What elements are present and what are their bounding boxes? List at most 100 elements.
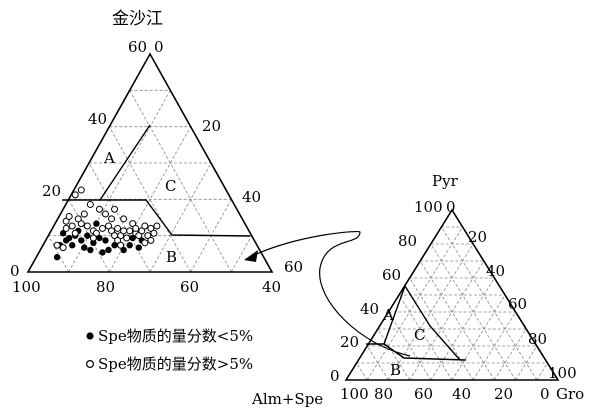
legend: Spe物质的量分数<5% Spe物质的量分数>5% (85, 327, 253, 373)
filled-data-point (62, 237, 70, 244)
filled-data-point (93, 220, 100, 227)
right-gridline-r (366, 226, 463, 381)
open-data-point (71, 229, 79, 237)
open-data-point (153, 222, 161, 230)
open-data-point (95, 205, 103, 213)
open-data-point (120, 227, 128, 235)
left-tick-40: 40 (88, 110, 107, 128)
right-bottom-tick-20: 20 (494, 385, 513, 403)
filled-data-point (78, 237, 85, 244)
right-gridline-r (494, 328, 527, 381)
right-apex-0: 0 (446, 198, 456, 216)
right-left-tick-40: 40 (360, 300, 379, 318)
right-gridline-l (377, 328, 410, 381)
open-data-point (65, 212, 73, 220)
filled-data-point (135, 244, 142, 251)
open-data-point (83, 222, 91, 230)
right-gridline-l (398, 294, 453, 381)
left-field-a: A (103, 149, 115, 167)
left-field-b: B (166, 248, 177, 266)
open-data-point (117, 241, 125, 249)
right-gridline-l (419, 260, 495, 381)
open-data-point (138, 227, 146, 235)
bottom-tick-80: 80 (96, 278, 115, 296)
open-data-point (132, 224, 140, 232)
left-ternary: 金沙江 60 0 40 20 0 20 40 60 100 80 60 40 A… (10, 9, 303, 296)
open-data-point (77, 220, 85, 228)
open-data-point (126, 227, 134, 235)
filled-data-point (90, 239, 97, 247)
filled-data-point (105, 246, 112, 254)
right-field-a: A (382, 306, 394, 324)
right-tick-60: 60 (284, 258, 303, 276)
open-data-point (129, 220, 137, 228)
bottom-tick-100: 100 (12, 278, 41, 296)
right-bottom-tick-0: 0 (540, 385, 550, 403)
right-field-b: B (390, 361, 401, 379)
open-data-point (114, 224, 122, 232)
open-data-point (101, 210, 109, 218)
right-gridline-l (409, 277, 474, 381)
open-data-point (114, 236, 122, 244)
filled-data-point (87, 246, 94, 254)
right-gridline-r (536, 362, 548, 381)
legend-filled-marker (86, 332, 94, 340)
right-gridline-r (451, 294, 506, 381)
open-data-point (147, 224, 155, 232)
right-left-tick-20: 20 (340, 333, 359, 351)
filled-data-point (53, 254, 61, 261)
open-data-point (74, 215, 82, 223)
open-data-point (111, 205, 119, 213)
right-right-tick-60: 60 (508, 295, 527, 313)
open-data-point (80, 210, 88, 218)
right-left-tick-60: 60 (382, 266, 401, 284)
left-gridline-l (108, 126, 192, 273)
open-data-point (120, 215, 128, 223)
open-data-point (53, 241, 61, 249)
open-data-point (108, 227, 116, 235)
left-field-c: C (165, 177, 176, 195)
filled-data-point (102, 237, 109, 244)
open-data-point (77, 186, 85, 194)
right-bottom-tick-40: 40 (452, 385, 471, 403)
right-gridline-l (366, 345, 389, 381)
right-bottom-right-label: Gro (556, 385, 584, 403)
connector-arrow (244, 230, 411, 357)
open-data-point (141, 239, 149, 247)
left-field-boundaries (62, 124, 251, 237)
right-apex-100: 100 (414, 198, 443, 216)
filled-data-point (81, 244, 88, 251)
open-data-point (62, 224, 70, 232)
open-data-point (98, 224, 106, 232)
open-data-point (71, 191, 79, 199)
left-triangle-outline (26, 52, 274, 273)
right-right-tick-100: 100 (548, 364, 577, 382)
legend-open-marker (85, 360, 94, 369)
right-right-tick-20: 20 (468, 228, 487, 246)
open-data-point (141, 222, 149, 230)
legend-filled-label: Spe物质的量分数<5% (98, 327, 253, 345)
right-bottom-tick-100: 100 (340, 385, 369, 403)
right-right-tick-40: 40 (486, 262, 505, 280)
right-triangle-outline (344, 208, 560, 381)
filled-data-point (126, 242, 133, 249)
left-top-tick-60: 60 (128, 38, 147, 56)
left-tick-20: 20 (42, 182, 61, 200)
right-ternary: Pyr 100 0 80 60 40 20 0 20 40 60 80 100 … (251, 172, 584, 408)
open-data-point (150, 229, 158, 237)
right-grid (356, 226, 548, 381)
right-gridline-l (388, 311, 432, 381)
right-left-tick-80: 80 (398, 232, 417, 250)
open-data-point (68, 222, 76, 230)
right-gridline-r (409, 260, 485, 381)
right-gridline-l (430, 243, 516, 381)
right-title-pyr: Pyr (432, 172, 459, 190)
right-field-boundaries (366, 285, 467, 361)
right-left-tick-0: 0 (330, 367, 340, 385)
right-bottom-tick-80: 80 (374, 385, 393, 403)
open-data-point (59, 244, 67, 252)
open-data-point (62, 217, 70, 225)
open-data-point (89, 234, 97, 242)
left-top-tick-0: 0 (154, 38, 164, 56)
